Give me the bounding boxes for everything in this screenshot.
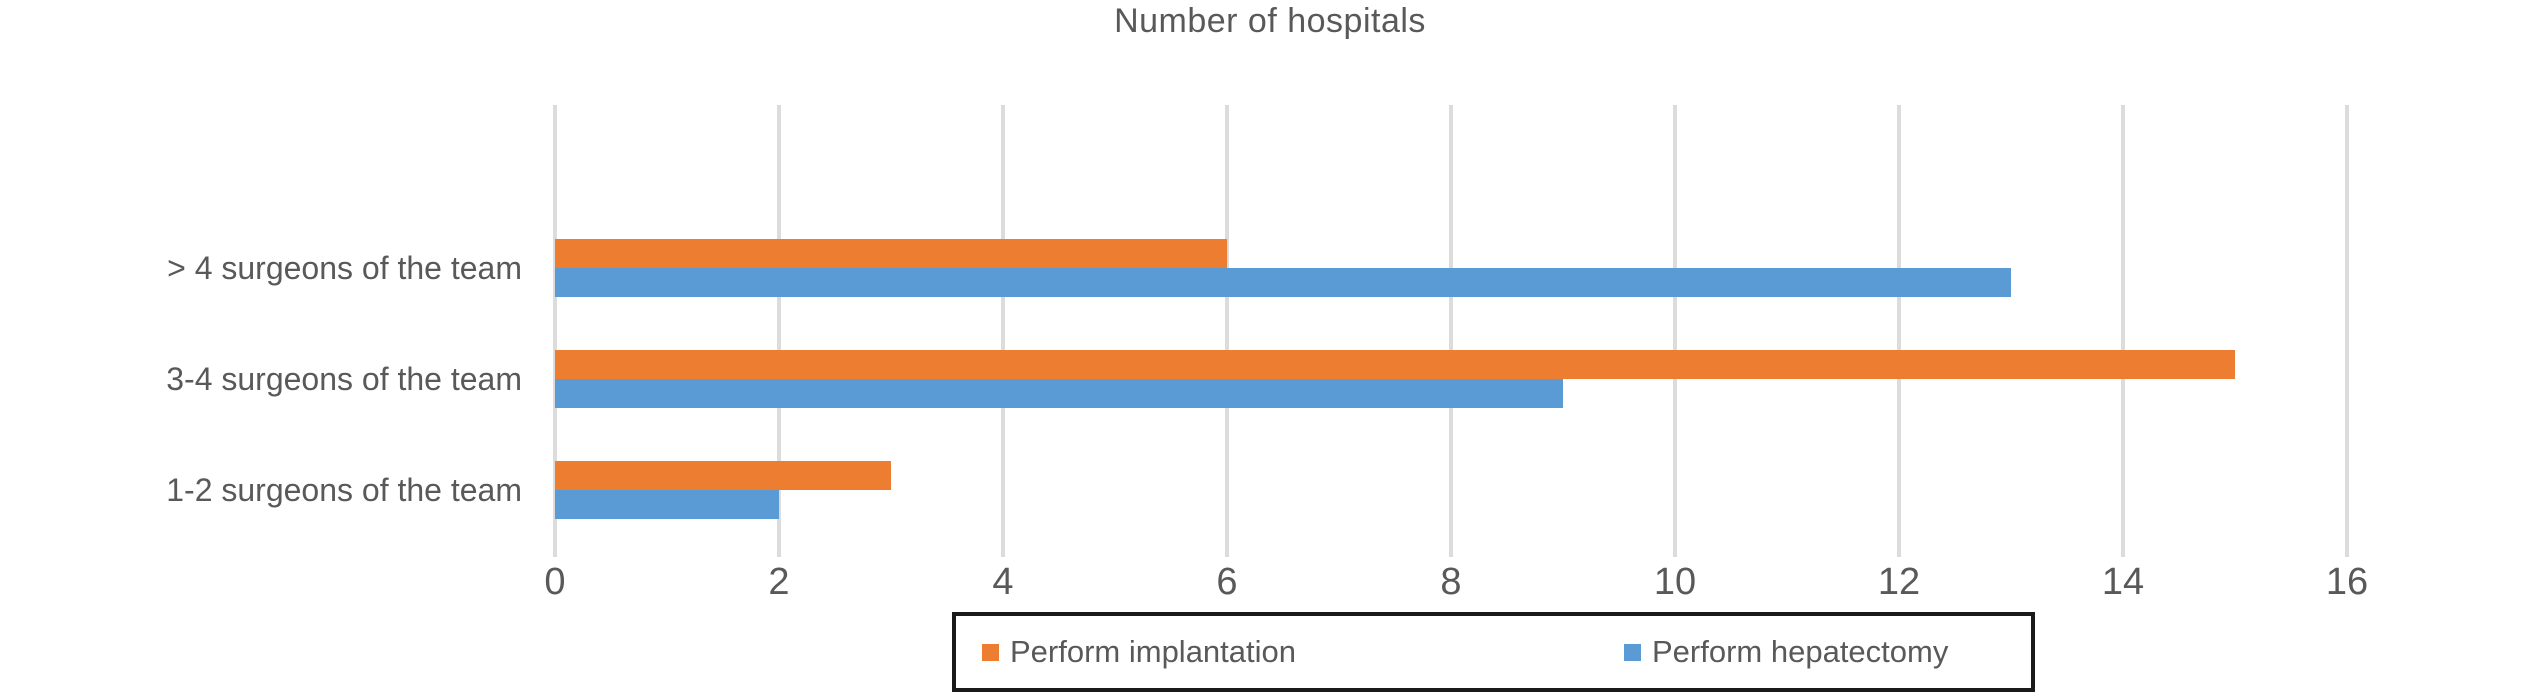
x-tick-label-6: 6 — [1216, 561, 1238, 603]
gridline-x-2 — [777, 105, 781, 557]
implantation-swatch-icon — [982, 643, 999, 661]
gridline-x-8 — [1449, 105, 1453, 557]
x-tick-label-4: 4 — [992, 561, 1014, 603]
category-label-1: 3-4 surgeons of the team — [166, 361, 522, 397]
gridline-x-10 — [1673, 105, 1677, 557]
gridline-x-12 — [1897, 105, 1901, 557]
x-tick-label-8: 8 — [1440, 561, 1462, 603]
x-tick-label-14: 14 — [2101, 561, 2145, 603]
x-tick-label-10: 10 — [1653, 561, 1697, 603]
bar-implantation-1 — [555, 350, 2235, 379]
bar-implantation-2 — [555, 461, 891, 490]
legend-label-implantation: Perform implantation — [1010, 634, 1297, 669]
hepatectomy-swatch-icon — [1624, 643, 1641, 661]
gridline-x-14 — [2121, 105, 2125, 557]
category-label-0: > 4 surgeons of the team — [167, 250, 522, 286]
legend-item-hepatectomy: Perform hepatectomy — [1624, 616, 1948, 688]
x-tick-label-16: 16 — [2325, 561, 2369, 603]
bar-hepatectomy-2 — [555, 490, 779, 519]
chart-title: Number of hospitals — [1114, 2, 1426, 40]
x-tick-label-0: 0 — [544, 561, 566, 603]
bar-hepatectomy-1 — [555, 379, 1563, 408]
bar-implantation-0 — [555, 239, 1227, 268]
gridline-x-0 — [553, 105, 557, 557]
legend-item-implantation: Perform implantation — [982, 616, 1296, 688]
x-tick-label-2: 2 — [768, 561, 790, 603]
gridline-x-16 — [2345, 105, 2349, 557]
chart-legend: Perform implantation Perform hepatectomy — [952, 612, 2035, 692]
category-label-2: 1-2 surgeons of the team — [166, 472, 522, 508]
plot-area — [553, 105, 2349, 557]
x-tick-label-12: 12 — [1877, 561, 1921, 603]
bar-hepatectomy-0 — [555, 268, 2011, 297]
legend-label-hepatectomy: Perform hepatectomy — [1652, 634, 1949, 669]
gridline-x-4 — [1001, 105, 1005, 557]
gridline-x-6 — [1225, 105, 1229, 557]
